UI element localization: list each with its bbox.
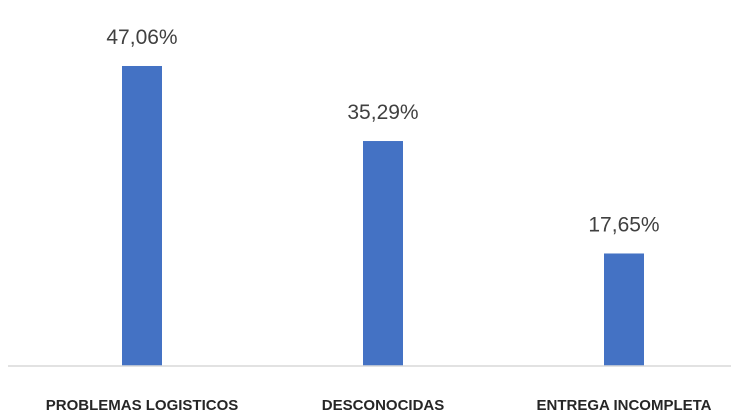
x-tick-label-1: DESCONOCIDAS [322,397,445,414]
bar-0 [122,65,162,367]
data-label-2: 17,65% [588,213,659,236]
data-label-0: 47,06% [106,26,177,49]
bar-2 [604,253,644,366]
data-labels-layer: 47,06% 35,29% 17,65% [106,26,659,236]
x-tick-label-0: PROBLEMAS LOGISTICOS [46,397,239,414]
x-tick-labels: PROBLEMAS LOGISTICOS DESCONOCIDAS ENTREGA … [46,397,712,414]
x-tick-label-2: ENTREGA INCOMPLETA [537,397,712,414]
data-label-1: 35,29% [347,101,418,124]
bar-1 [363,141,403,366]
bars-layer [122,65,644,367]
